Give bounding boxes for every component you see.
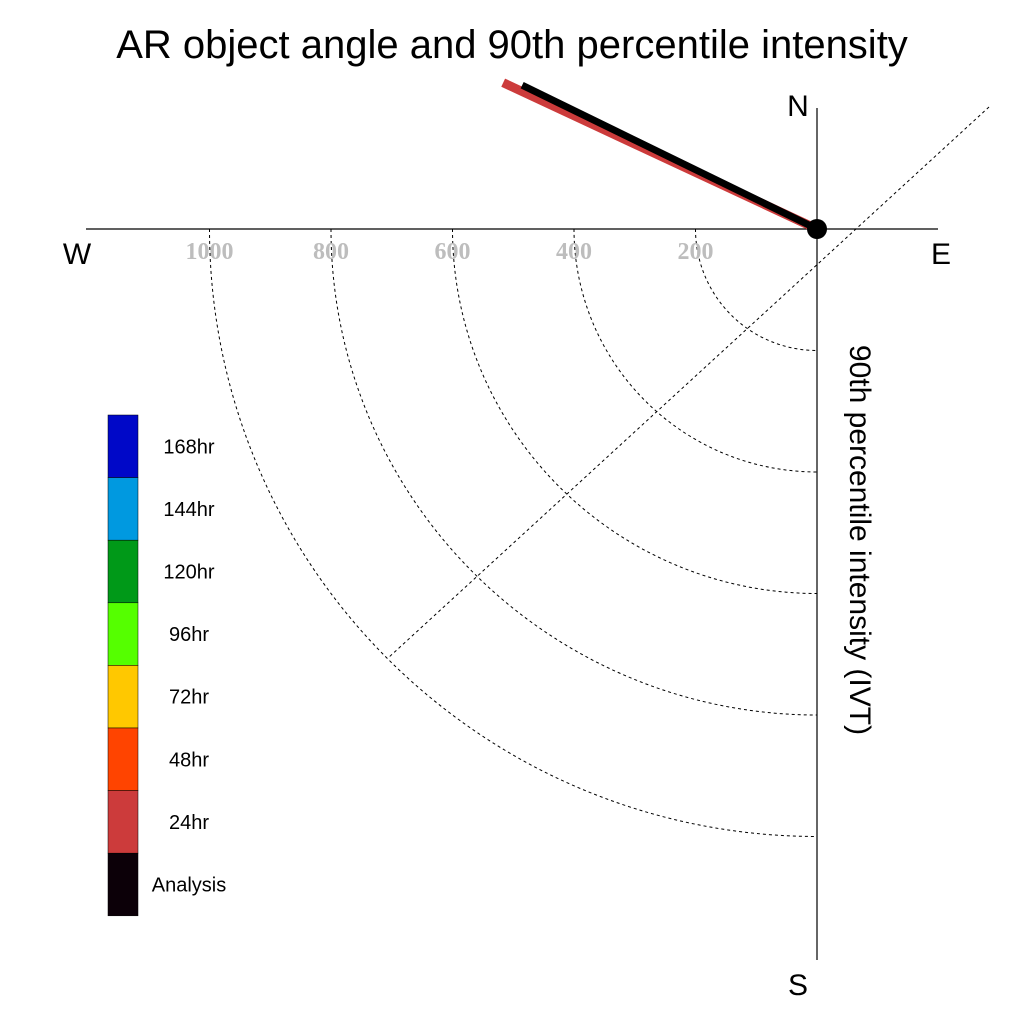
grid-diagonal xyxy=(387,106,990,659)
legend-swatch-48hr xyxy=(107,727,139,791)
radial-tick-400: 400 xyxy=(556,239,592,265)
legend-swatch-72hr xyxy=(107,665,139,729)
grid-arc-200 xyxy=(695,228,818,351)
legend-label-96hr: 96hr xyxy=(169,624,209,646)
legend-swatch-96hr xyxy=(107,602,139,666)
legend-swatch-144hr xyxy=(107,477,139,541)
radial-tick-200: 200 xyxy=(678,239,714,265)
compass-west: W xyxy=(63,238,92,271)
legend-swatch-analysis xyxy=(107,852,139,917)
radial-tick-800: 800 xyxy=(313,239,349,265)
legend-label-48hr: 48hr xyxy=(169,749,209,771)
vector-analysis xyxy=(520,82,819,233)
legend-swatch-24hr xyxy=(107,790,139,854)
legend-label-144hr: 144hr xyxy=(163,499,214,521)
chart-title: AR object angle and 90th percentile inte… xyxy=(116,23,908,67)
grid-arc-400 xyxy=(573,228,818,473)
grid-arc-600 xyxy=(452,228,818,594)
radial-tick-labels: 200 400 600 800 1000 xyxy=(186,239,714,265)
legend-label-120hr: 120hr xyxy=(163,562,214,584)
radial-tick-600: 600 xyxy=(435,239,471,265)
y-axis-label: 90th percentile intensity (IVT) xyxy=(843,345,876,735)
legend-label-analysis: Analysis xyxy=(152,875,226,897)
compass-east: E xyxy=(931,238,951,271)
compass-north: N xyxy=(787,90,809,123)
polar-grid xyxy=(209,106,990,837)
grid-arc-1000 xyxy=(209,228,818,837)
legend-label-72hr: 72hr xyxy=(169,687,209,709)
legend-swatch-120hr xyxy=(107,539,139,604)
grid-arc-800 xyxy=(330,228,818,716)
legend-label-168hr: 168hr xyxy=(163,436,214,458)
radial-tick-1000: 1000 xyxy=(186,239,234,265)
vector-series xyxy=(501,78,819,234)
origin-marker xyxy=(807,219,827,239)
legend: 168hr 144hr 120hr 96hr 72hr 48hr 24hr Analysis xyxy=(107,414,226,917)
legend-label-24hr: 24hr xyxy=(169,812,209,834)
legend-swatch-168hr xyxy=(107,414,139,478)
compass-south: S xyxy=(788,969,808,1002)
